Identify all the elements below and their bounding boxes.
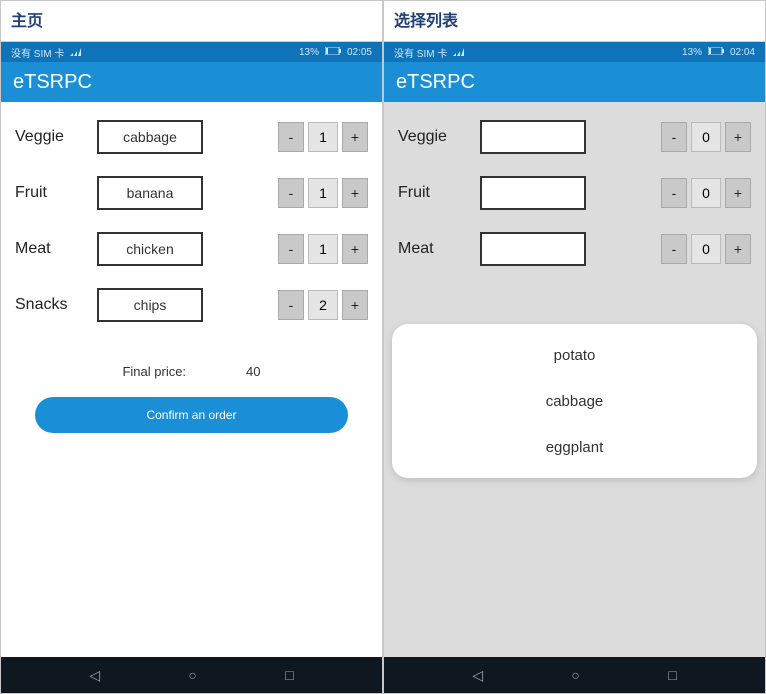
nav-bar: ◁ ○ □: [384, 657, 765, 693]
panel-select-list: 选择列表 没有 SIM 卡 13% 02:04 eTSRPC Veggie: [383, 0, 766, 694]
app-title: eTSRPC: [13, 71, 92, 94]
plus-button[interactable]: +: [342, 290, 368, 320]
nav-back-icon[interactable]: ◁: [89, 667, 100, 684]
plus-button[interactable]: +: [725, 178, 751, 208]
label-fruit: Fruit: [15, 184, 89, 202]
price-value: 40: [246, 364, 260, 379]
minus-button[interactable]: -: [661, 234, 687, 264]
signal-icon: [453, 48, 465, 56]
stepper-veggie: - 0 +: [661, 122, 751, 152]
qty-value: 1: [308, 122, 338, 152]
confirm-label: Confirm an order: [146, 408, 236, 422]
app-title: eTSRPC: [396, 71, 475, 94]
qty-value: 1: [308, 178, 338, 208]
panel-main: 主页 没有 SIM 卡 13% 02:05 eTSRPC Veggie: [0, 0, 383, 694]
popup-item-cabbage[interactable]: cabbage: [392, 378, 757, 424]
minus-button[interactable]: -: [278, 178, 304, 208]
nav-bar: ◁ ○ □: [1, 657, 382, 693]
plus-button[interactable]: +: [725, 234, 751, 264]
status-time: 02:05: [347, 47, 372, 58]
stepper-snacks: - 2 +: [278, 290, 368, 320]
plus-button[interactable]: +: [342, 178, 368, 208]
nav-home-icon[interactable]: ○: [188, 667, 196, 683]
row-veggie: Veggie - 0 +: [398, 120, 751, 154]
status-time: 02:04: [730, 47, 755, 58]
qty-value: 2: [308, 290, 338, 320]
row-veggie: Veggie cabbage - 1 +: [15, 120, 368, 154]
stepper-veggie: - 1 +: [278, 122, 368, 152]
select-fruit[interactable]: banana: [97, 176, 203, 210]
qty-value: 0: [691, 178, 721, 208]
nav-home-icon[interactable]: ○: [571, 667, 579, 683]
app-bar: eTSRPC: [384, 62, 765, 102]
select-meat[interactable]: [480, 232, 586, 266]
nav-recent-icon[interactable]: □: [668, 667, 676, 683]
select-snacks[interactable]: chips: [97, 288, 203, 322]
row-fruit: Fruit banana - 1 +: [15, 176, 368, 210]
minus-button[interactable]: -: [278, 290, 304, 320]
select-meat[interactable]: chicken: [97, 232, 203, 266]
minus-button[interactable]: -: [278, 122, 304, 152]
plus-button[interactable]: +: [342, 122, 368, 152]
price-row: Final price: 40: [15, 364, 368, 379]
label-veggie: Veggie: [15, 128, 89, 146]
battery-pct: 13%: [682, 47, 702, 58]
sim-status: 没有 SIM 卡: [11, 45, 64, 60]
content-left: Veggie cabbage - 1 + Fruit banana - 1 + …: [1, 102, 382, 657]
qty-value: 0: [691, 122, 721, 152]
label-fruit: Fruit: [398, 184, 472, 202]
row-meat: Meat - 0 +: [398, 232, 751, 266]
minus-button[interactable]: -: [661, 122, 687, 152]
status-bar: 没有 SIM 卡 13% 02:04: [384, 42, 765, 62]
status-bar: 没有 SIM 卡 13% 02:05: [1, 42, 382, 62]
panel-title-left: 主页: [1, 1, 382, 42]
nav-recent-icon[interactable]: □: [285, 667, 293, 683]
label-meat: Meat: [398, 240, 472, 258]
row-meat: Meat chicken - 1 +: [15, 232, 368, 266]
confirm-button[interactable]: Confirm an order: [35, 397, 348, 433]
battery-icon: [325, 47, 341, 58]
sim-status: 没有 SIM 卡: [394, 45, 447, 60]
label-veggie: Veggie: [398, 128, 472, 146]
nav-back-icon[interactable]: ◁: [472, 667, 483, 684]
battery-pct: 13%: [299, 47, 319, 58]
stepper-meat: - 0 +: [661, 234, 751, 264]
label-snacks: Snacks: [15, 296, 89, 314]
minus-button[interactable]: -: [278, 234, 304, 264]
stepper-fruit: - 1 +: [278, 178, 368, 208]
battery-icon: [708, 47, 724, 58]
price-label: Final price:: [122, 364, 186, 379]
panel-title-right: 选择列表: [384, 1, 765, 42]
select-veggie[interactable]: cabbage: [97, 120, 203, 154]
qty-value: 1: [308, 234, 338, 264]
label-meat: Meat: [15, 240, 89, 258]
row-fruit: Fruit - 0 +: [398, 176, 751, 210]
popup-item-potato[interactable]: potato: [392, 332, 757, 378]
qty-value: 0: [691, 234, 721, 264]
popup-item-eggplant[interactable]: eggplant: [392, 424, 757, 470]
minus-button[interactable]: -: [661, 178, 687, 208]
row-snacks: Snacks chips - 2 +: [15, 288, 368, 322]
phone-left: 没有 SIM 卡 13% 02:05 eTSRPC Veggie cabbage: [1, 42, 382, 693]
select-popup: potato cabbage eggplant: [392, 324, 757, 478]
plus-button[interactable]: +: [342, 234, 368, 264]
select-veggie[interactable]: [480, 120, 586, 154]
signal-icon: [70, 48, 82, 56]
plus-button[interactable]: +: [725, 122, 751, 152]
app-bar: eTSRPC: [1, 62, 382, 102]
select-fruit[interactable]: [480, 176, 586, 210]
stepper-meat: - 1 +: [278, 234, 368, 264]
phone-right: 没有 SIM 卡 13% 02:04 eTSRPC Veggie -: [384, 42, 765, 693]
stepper-fruit: - 0 +: [661, 178, 751, 208]
